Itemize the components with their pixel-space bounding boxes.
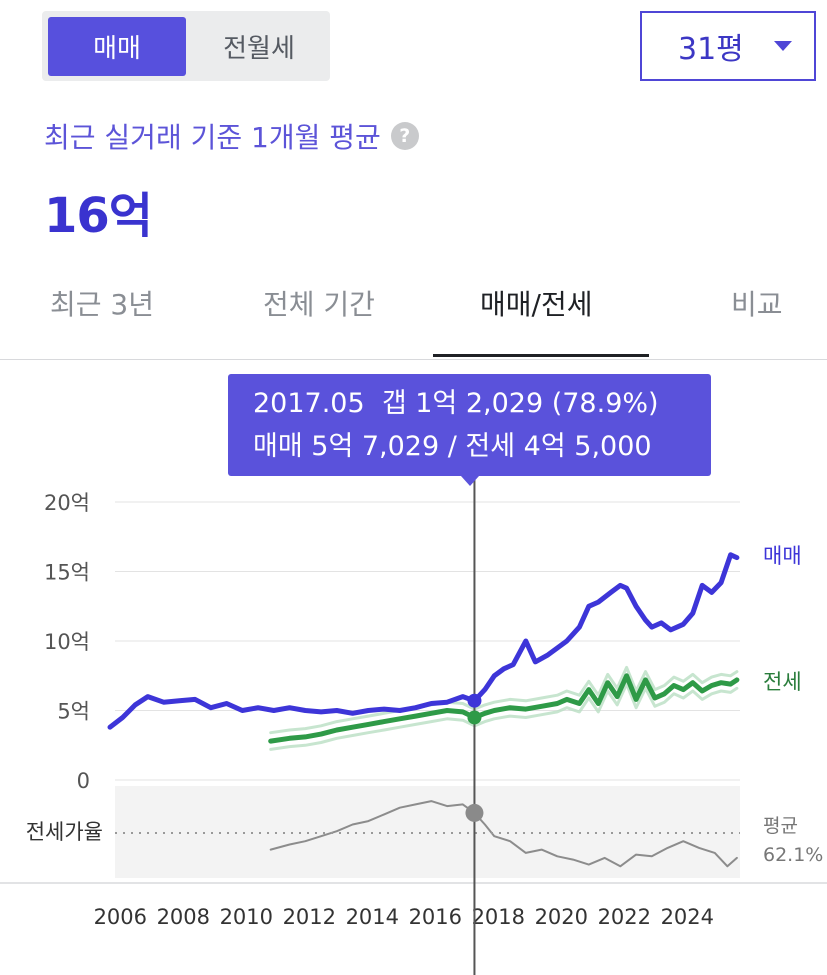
tab-full-period[interactable]: 전체 기간 [263, 288, 375, 321]
size-select[interactable]: 31평 [640, 11, 816, 81]
tooltip-price-line: 매매 5억 7,029 / 전세 4억 5,000 [253, 431, 652, 462]
x-tick-label: 2020 [535, 905, 588, 929]
active-tab-indicator [433, 354, 649, 357]
y-tick-label: 15억 [44, 561, 90, 585]
tooltip-arrow [461, 476, 479, 486]
trade-type-toggle: 매매 전월세 [42, 11, 330, 81]
jeonse-series-label: 전세 [763, 670, 802, 694]
sale-series-line [107, 552, 740, 730]
size-select-value: 31평 [678, 32, 744, 67]
y-tick-label: 20억 [44, 491, 90, 515]
summary-label: 최근 실거래 기준 1개월 평균 ? [44, 116, 419, 156]
ratio-series-line [269, 800, 738, 868]
x-tick-label: 2010 [220, 905, 273, 929]
y-tick-label: 10억 [44, 630, 90, 654]
x-tick-label: 2008 [157, 905, 210, 929]
x-tick-label: 2022 [598, 905, 651, 929]
tab-compare[interactable]: 비교 [731, 288, 783, 321]
y-tick-label: 5억 [57, 700, 90, 724]
caret-down-icon [774, 41, 792, 51]
x-tick-label: 2024 [661, 905, 714, 929]
chart-tooltip: 2017.05 갭 1억 2,029 (78.9%) 매매 5억 7,029 /… [228, 374, 711, 476]
rent-toggle-button[interactable]: 전월세 [223, 34, 295, 64]
x-tick-label: 2012 [283, 905, 336, 929]
ratio-average-value: 62.1% [763, 844, 823, 866]
x-tick-label: 2006 [94, 905, 147, 929]
tab-sale-jeonse[interactable]: 매매/전세 [480, 288, 593, 321]
jeonse-highlight-point [467, 710, 482, 725]
ratio-axis-label: 전세가율 [26, 820, 103, 844]
tooltip-gap-line: 2017.05 갭 1억 2,029 (78.9%) [253, 388, 659, 419]
average-price: 16억 [44, 188, 153, 244]
jeonse-range-band [269, 665, 739, 735]
x-tick-label: 2018 [472, 905, 525, 929]
x-tick-label: 2016 [409, 905, 462, 929]
tab-divider [0, 359, 827, 360]
tab-recent-3-years[interactable]: 최근 3년 [50, 288, 154, 321]
y-tick-label: 0 [77, 769, 90, 793]
sale-highlight-point [467, 693, 482, 708]
jeonse-series-line [268, 673, 740, 744]
help-icon[interactable]: ? [390, 122, 419, 150]
x-tick-label: 2014 [346, 905, 399, 929]
sale-series-label: 매매 [763, 544, 802, 568]
sale-toggle-button[interactable]: 매매 [48, 17, 186, 76]
ratio-highlight-point [465, 803, 484, 822]
jeonse-range-band [269, 682, 739, 751]
ratio-average-label: 평균 [763, 815, 798, 837]
summary-label-text: 최근 실거래 기준 1개월 평균 [44, 121, 381, 154]
